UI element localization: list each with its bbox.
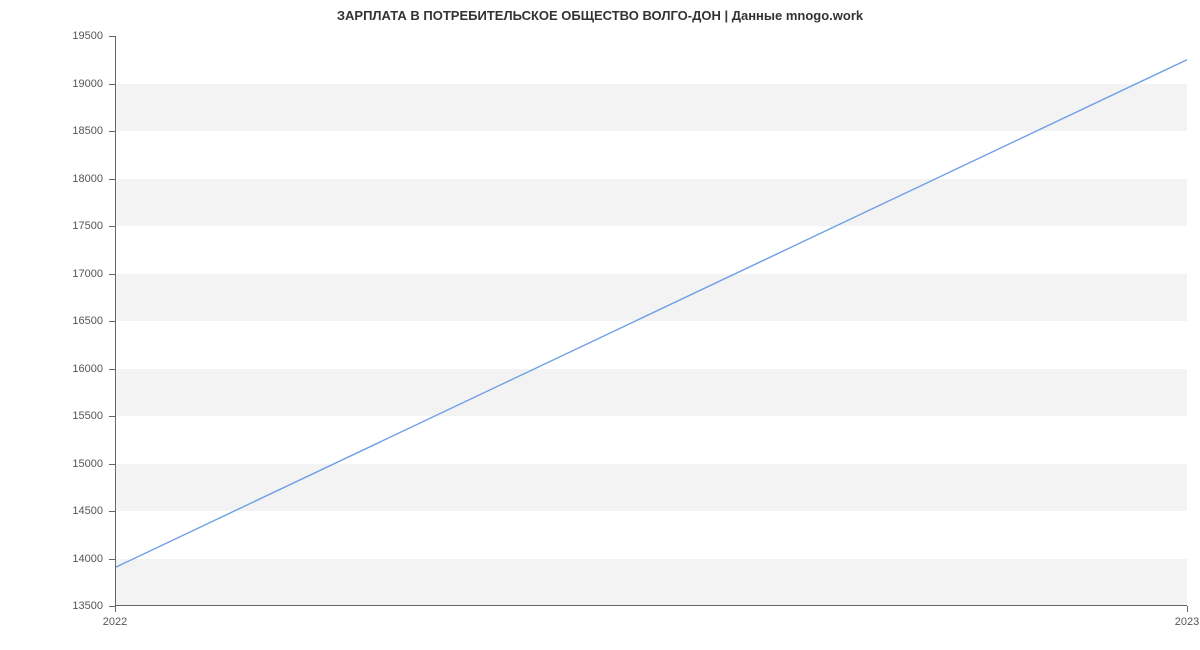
y-tick-mark <box>109 36 115 37</box>
y-tick-label: 15500 <box>53 410 103 422</box>
y-tick-label: 17500 <box>53 220 103 232</box>
y-tick-mark <box>109 179 115 180</box>
y-tick-mark <box>109 84 115 85</box>
y-tick-label: 19500 <box>53 30 103 42</box>
y-tick-mark <box>109 226 115 227</box>
chart-title: ЗАРПЛАТА В ПОТРЕБИТЕЛЬСКОЕ ОБЩЕСТВО ВОЛГ… <box>0 8 1200 23</box>
y-tick-label: 17000 <box>53 268 103 280</box>
y-tick-mark <box>109 416 115 417</box>
x-tick-label: 2022 <box>103 616 127 628</box>
y-tick-label: 14500 <box>53 505 103 517</box>
salary-chart: ЗАРПЛАТА В ПОТРЕБИТЕЛЬСКОЕ ОБЩЕСТВО ВОЛГ… <box>0 0 1200 650</box>
x-tick-mark <box>115 606 116 612</box>
y-tick-label: 18000 <box>53 173 103 185</box>
series-line <box>116 60 1187 567</box>
x-tick-label: 2023 <box>1175 616 1199 628</box>
x-tick-mark <box>1187 606 1188 612</box>
y-tick-mark <box>109 321 115 322</box>
y-tick-label: 16000 <box>53 363 103 375</box>
y-tick-mark <box>109 464 115 465</box>
y-tick-label: 14000 <box>53 553 103 565</box>
chart-line-svg <box>116 36 1187 605</box>
y-tick-label: 18500 <box>53 125 103 137</box>
y-tick-mark <box>109 131 115 132</box>
y-tick-mark <box>109 511 115 512</box>
plot-area <box>115 36 1187 606</box>
y-tick-mark <box>109 559 115 560</box>
y-tick-label: 19000 <box>53 78 103 90</box>
y-tick-label: 15000 <box>53 458 103 470</box>
y-tick-mark <box>109 274 115 275</box>
y-tick-label: 16500 <box>53 315 103 327</box>
y-tick-label: 13500 <box>53 600 103 612</box>
y-tick-mark <box>109 369 115 370</box>
